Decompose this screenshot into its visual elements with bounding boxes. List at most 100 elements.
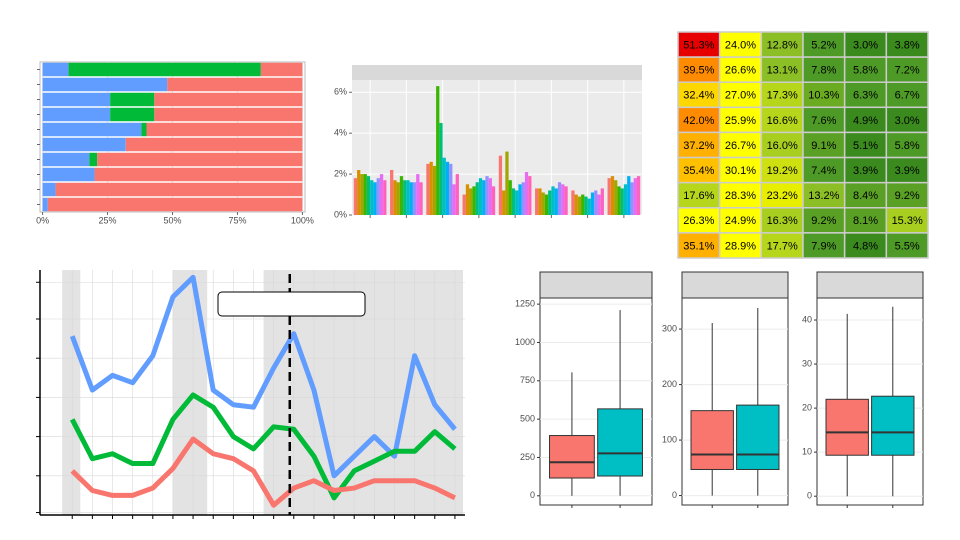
bar-segment <box>260 62 303 77</box>
y-tick-label: 250 <box>520 452 535 462</box>
bar-segment <box>110 92 155 107</box>
cell-label: 8.4% <box>853 190 878 202</box>
bar <box>373 182 377 215</box>
facet-strip <box>352 65 642 80</box>
cell-label: 26.7% <box>725 140 756 152</box>
bar-segment <box>68 62 261 77</box>
heat-cell <box>760 232 804 259</box>
cell-label: 13.1% <box>767 65 798 77</box>
bar <box>353 178 358 215</box>
cell-label: 24.0% <box>725 39 756 51</box>
bar <box>630 182 634 215</box>
cell-label: 16.0% <box>767 140 798 152</box>
facet-strip <box>681 271 789 299</box>
bar <box>396 182 400 215</box>
bar <box>600 188 604 215</box>
bar-segment <box>141 122 147 137</box>
bar <box>426 163 430 215</box>
bar-segment <box>55 182 303 197</box>
bar <box>449 163 453 215</box>
y-tick-label: 20 <box>802 402 812 412</box>
cell-label: 3.0% <box>895 115 920 127</box>
box <box>597 408 643 477</box>
bar <box>403 180 407 215</box>
box <box>736 404 780 470</box>
cell-label: 37.2% <box>683 140 714 152</box>
heat-cell <box>718 181 763 209</box>
cell-label: 5.2% <box>811 39 836 51</box>
x-tick-label: 100% <box>291 215 314 225</box>
bar-segment <box>42 62 69 77</box>
cell-label: 10.3% <box>808 90 839 102</box>
cell-label: 7.6% <box>811 115 836 127</box>
y-tick-label: 750 <box>520 375 535 385</box>
cell-label: 3.8% <box>895 39 920 51</box>
heat-cell <box>677 56 721 83</box>
bar <box>469 188 473 215</box>
bar <box>409 182 413 215</box>
cell-label: 28.3% <box>725 190 756 202</box>
cell-label: 17.6% <box>683 190 714 202</box>
bar-segment <box>42 167 95 182</box>
bar <box>505 151 509 215</box>
cell-label: 9.1% <box>811 140 836 152</box>
bar <box>436 86 440 216</box>
bar-segment <box>110 107 155 122</box>
heat-cell <box>760 31 804 58</box>
y-tick-label: 40 <box>802 314 812 324</box>
heat-cell <box>677 106 721 134</box>
cell-label: 19.2% <box>767 165 798 177</box>
cell-label: 7.2% <box>895 65 920 77</box>
bar <box>416 174 420 215</box>
x-tick-label: 25% <box>99 215 117 225</box>
cell-label: 7.9% <box>811 240 836 252</box>
bar <box>544 194 549 215</box>
y-tick-label: 300 <box>662 323 677 333</box>
cell-label: 13.2% <box>808 190 839 202</box>
bar <box>551 186 555 215</box>
bar <box>541 192 545 215</box>
heat-cell <box>885 81 929 109</box>
cell-label: 5.8% <box>895 140 920 152</box>
charts: 0% 25% 50% 75% 100% 0% 2% 4% 6% 51.3% 24.0% 12.8% 5.… <box>36 31 929 519</box>
heat-cell <box>802 207 846 234</box>
bar <box>455 174 459 215</box>
bar <box>472 186 476 215</box>
bar <box>357 170 361 215</box>
y-tick-label: 30 <box>802 358 812 368</box>
bar <box>597 194 601 215</box>
y-tick-label: 0 <box>807 491 812 501</box>
bar <box>465 184 470 215</box>
shaded-band <box>172 270 208 515</box>
cell-label: 6.7% <box>895 90 920 102</box>
cell-label: 16.6% <box>767 115 798 127</box>
bar <box>571 190 575 215</box>
bar <box>538 188 542 215</box>
cell-label: 4.8% <box>853 240 878 252</box>
cell-label: 39.5% <box>683 65 714 77</box>
bar <box>548 190 552 215</box>
y-tick-label: 6% <box>334 87 347 97</box>
bar <box>383 180 387 215</box>
bar <box>627 176 631 215</box>
heat-cell <box>718 31 763 58</box>
cell-label: 4.9% <box>853 115 878 127</box>
bar <box>633 178 637 215</box>
bar <box>462 194 466 215</box>
bar <box>452 184 456 215</box>
bar <box>445 161 450 215</box>
y-tick-label: 1250 <box>515 299 535 309</box>
heat-cell <box>885 131 929 159</box>
bar <box>379 174 384 215</box>
cell-label: 28.9% <box>725 240 756 252</box>
y-tick-label: 200 <box>662 379 677 389</box>
heat-cell <box>718 232 763 259</box>
cell-label: 9.2% <box>895 190 920 202</box>
line-series <box>70 436 457 508</box>
bar <box>482 180 486 215</box>
bar <box>475 182 479 215</box>
bar-segment <box>167 77 303 92</box>
bar <box>488 178 492 215</box>
